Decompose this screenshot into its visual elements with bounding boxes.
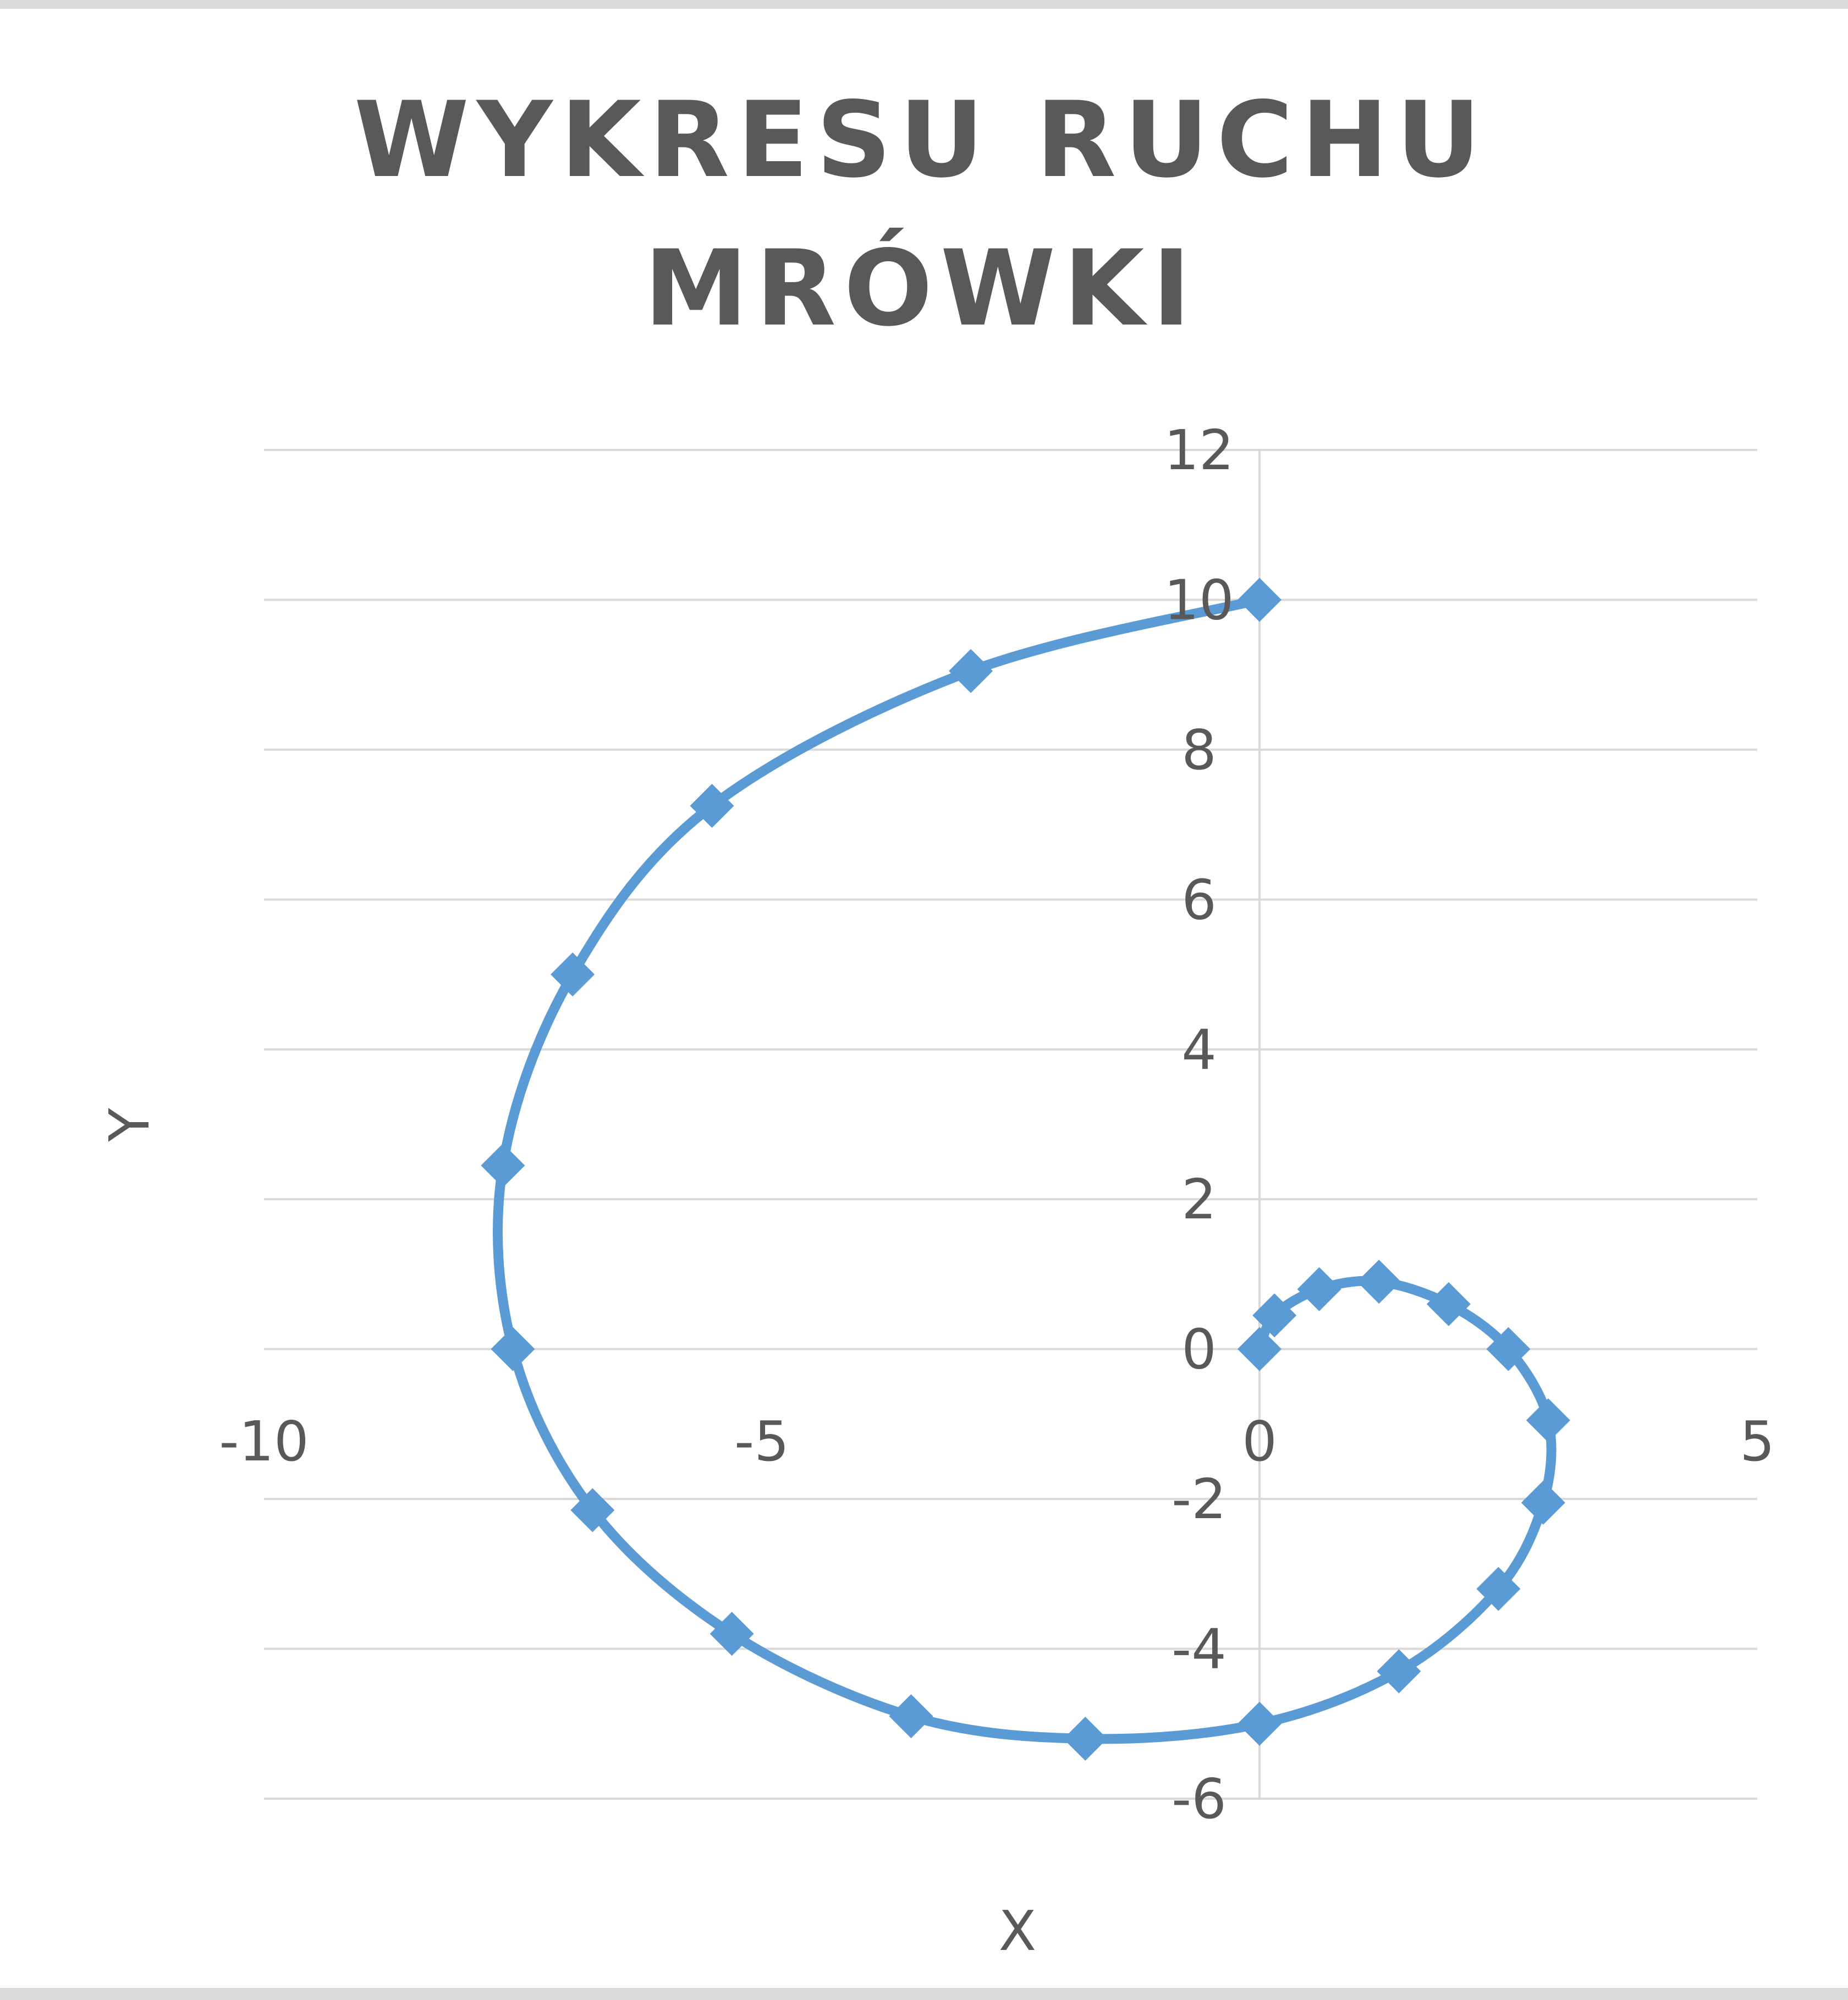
data-point-11 xyxy=(1063,1717,1108,1761)
data-point-15 xyxy=(491,1327,535,1371)
data-point-14 xyxy=(570,1488,615,1532)
data-point-8 xyxy=(1476,1567,1521,1611)
y-tick-label-9: 12 xyxy=(1164,418,1234,482)
series-line-0 xyxy=(492,595,1557,1744)
x-tick-label-3: 5 xyxy=(1740,1409,1775,1474)
y-tick-label-4: 2 xyxy=(1181,1167,1217,1232)
chart-title-line-2: MRÓWKI xyxy=(644,227,1198,349)
y-tick-label-1: -4 xyxy=(1172,1617,1226,1682)
data-point-19 xyxy=(949,649,993,693)
top-border xyxy=(0,0,1848,9)
y-tick-label-5: 4 xyxy=(1181,1018,1217,1082)
data-point-1 xyxy=(1252,1293,1297,1338)
data-point-13 xyxy=(710,1612,754,1656)
data-point-16 xyxy=(481,1143,525,1188)
data-series xyxy=(481,578,1570,1761)
x-tick-label-2: 0 xyxy=(1242,1409,1277,1474)
x-tick-label-0: -10 xyxy=(219,1409,309,1474)
y-tick-label-8: 10 xyxy=(1164,568,1234,632)
y-tick-label-7: 8 xyxy=(1181,718,1217,782)
y-tick-label-6: 6 xyxy=(1181,867,1217,932)
x-axis-title: X xyxy=(999,1899,1037,1963)
data-point-18 xyxy=(690,784,734,828)
bottom-border xyxy=(0,1988,1848,2000)
data-point-3 xyxy=(1357,1260,1401,1304)
data-point-5 xyxy=(1486,1327,1531,1371)
data-point-10 xyxy=(1238,1701,1282,1746)
data-point-17 xyxy=(551,952,595,997)
y-axis-title: Y xyxy=(97,1108,162,1142)
y-tick-label-0: -6 xyxy=(1172,1767,1226,1831)
data-point-9 xyxy=(1377,1649,1421,1694)
data-point-0 xyxy=(1238,1327,1282,1371)
data-point-6 xyxy=(1526,1398,1570,1443)
data-point-20 xyxy=(1238,578,1282,622)
y-tick-label-2: -2 xyxy=(1172,1467,1226,1531)
x-tick-label-1: -5 xyxy=(734,1409,789,1474)
chart-title-line-1: WYKRESU RUCHU xyxy=(354,79,1488,201)
data-point-7 xyxy=(1521,1480,1565,1525)
y-tick-label-3: 0 xyxy=(1181,1317,1217,1382)
gridlines xyxy=(264,449,1757,1800)
data-point-12 xyxy=(889,1694,933,1739)
data-point-2 xyxy=(1297,1267,1341,1311)
data-point-4 xyxy=(1426,1282,1471,1326)
